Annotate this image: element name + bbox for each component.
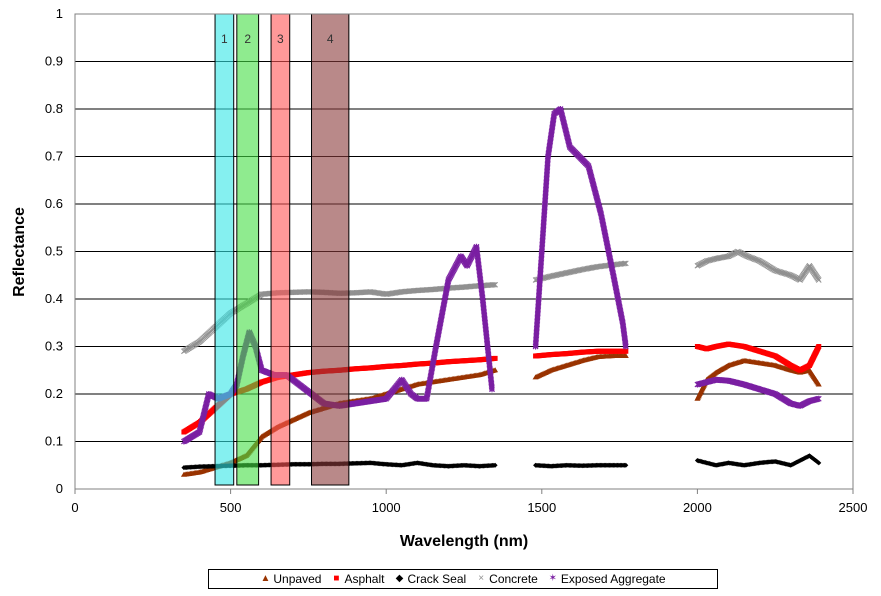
y-axis-ticks: 0 0.1 0.2 0.3 0.4 0.5 0.6 0.7 0.8 0.9 1	[45, 6, 63, 496]
series-exposed-aggregate	[180, 106, 822, 445]
y-tick-label: 0.3	[45, 339, 63, 354]
x-tick-label: 1000	[372, 500, 401, 515]
x-tick-label: 1500	[527, 500, 556, 515]
legend-label: Exposed Aggregate	[560, 572, 666, 586]
x-tick-label: 0	[71, 500, 78, 515]
y-tick-label: 0.9	[45, 54, 63, 69]
x-tick-label: 500	[220, 500, 242, 515]
y-tick-label: 0.6	[45, 196, 63, 211]
plot-area-border	[74, 13, 854, 490]
band-label: 2	[244, 32, 251, 46]
band-label: 3	[277, 32, 284, 46]
legend-label: Crack Seal	[407, 572, 467, 586]
y-axis-title: Reflectance	[11, 207, 28, 297]
x-axis-ticks: 0 500 1000 1500 2000 2500	[71, 489, 867, 515]
legend-marker-square-icon: ■	[333, 573, 340, 584]
x-tick-label: 2500	[839, 500, 868, 515]
legend-item: ▲ Unpaved	[260, 572, 321, 586]
legend-marker-diamond-icon: ◆	[395, 573, 404, 584]
y-tick-label: 0.4	[45, 291, 63, 306]
legend-label: Asphalt	[344, 572, 385, 586]
chart-legend: ▲ Unpaved ■ Asphalt ◆ Crack Seal × Concrete ✶ Exp…	[208, 569, 718, 589]
band-2	[236, 13, 260, 486]
band-label: 4	[327, 32, 334, 46]
legend-item: ◆ Crack Seal	[394, 572, 467, 586]
y-tick-label: 0.1	[45, 434, 63, 449]
band-1	[214, 13, 235, 486]
legend-label: Unpaved	[273, 572, 322, 586]
y-tick-label: 0.2	[45, 386, 63, 401]
legend-item: ■ Asphalt	[331, 572, 384, 586]
legend-marker-triangle-icon: ▲	[260, 573, 271, 584]
band-4	[311, 13, 350, 486]
legend-marker-star-icon: ✶	[548, 573, 558, 584]
band-label: 1	[221, 32, 228, 46]
y-tick-label: 0.8	[45, 101, 63, 116]
y-tick-label: 1	[56, 6, 63, 21]
legend-item: ✶ Exposed Aggregate	[548, 572, 666, 586]
y-tick-label: 0.5	[45, 244, 63, 259]
band-3	[270, 13, 291, 486]
legend-marker-x-icon: ×	[478, 573, 485, 584]
legend-item: × Concrete	[476, 572, 538, 586]
wavelength-bands: 1 2 3 4	[214, 13, 350, 486]
y-tick-label: 0.7	[45, 149, 63, 164]
x-axis-title: Wavelength (nm)	[400, 533, 528, 550]
x-tick-label: 2000	[683, 500, 712, 515]
y-tick-label: 0	[56, 481, 63, 496]
legend-label: Concrete	[489, 572, 538, 586]
